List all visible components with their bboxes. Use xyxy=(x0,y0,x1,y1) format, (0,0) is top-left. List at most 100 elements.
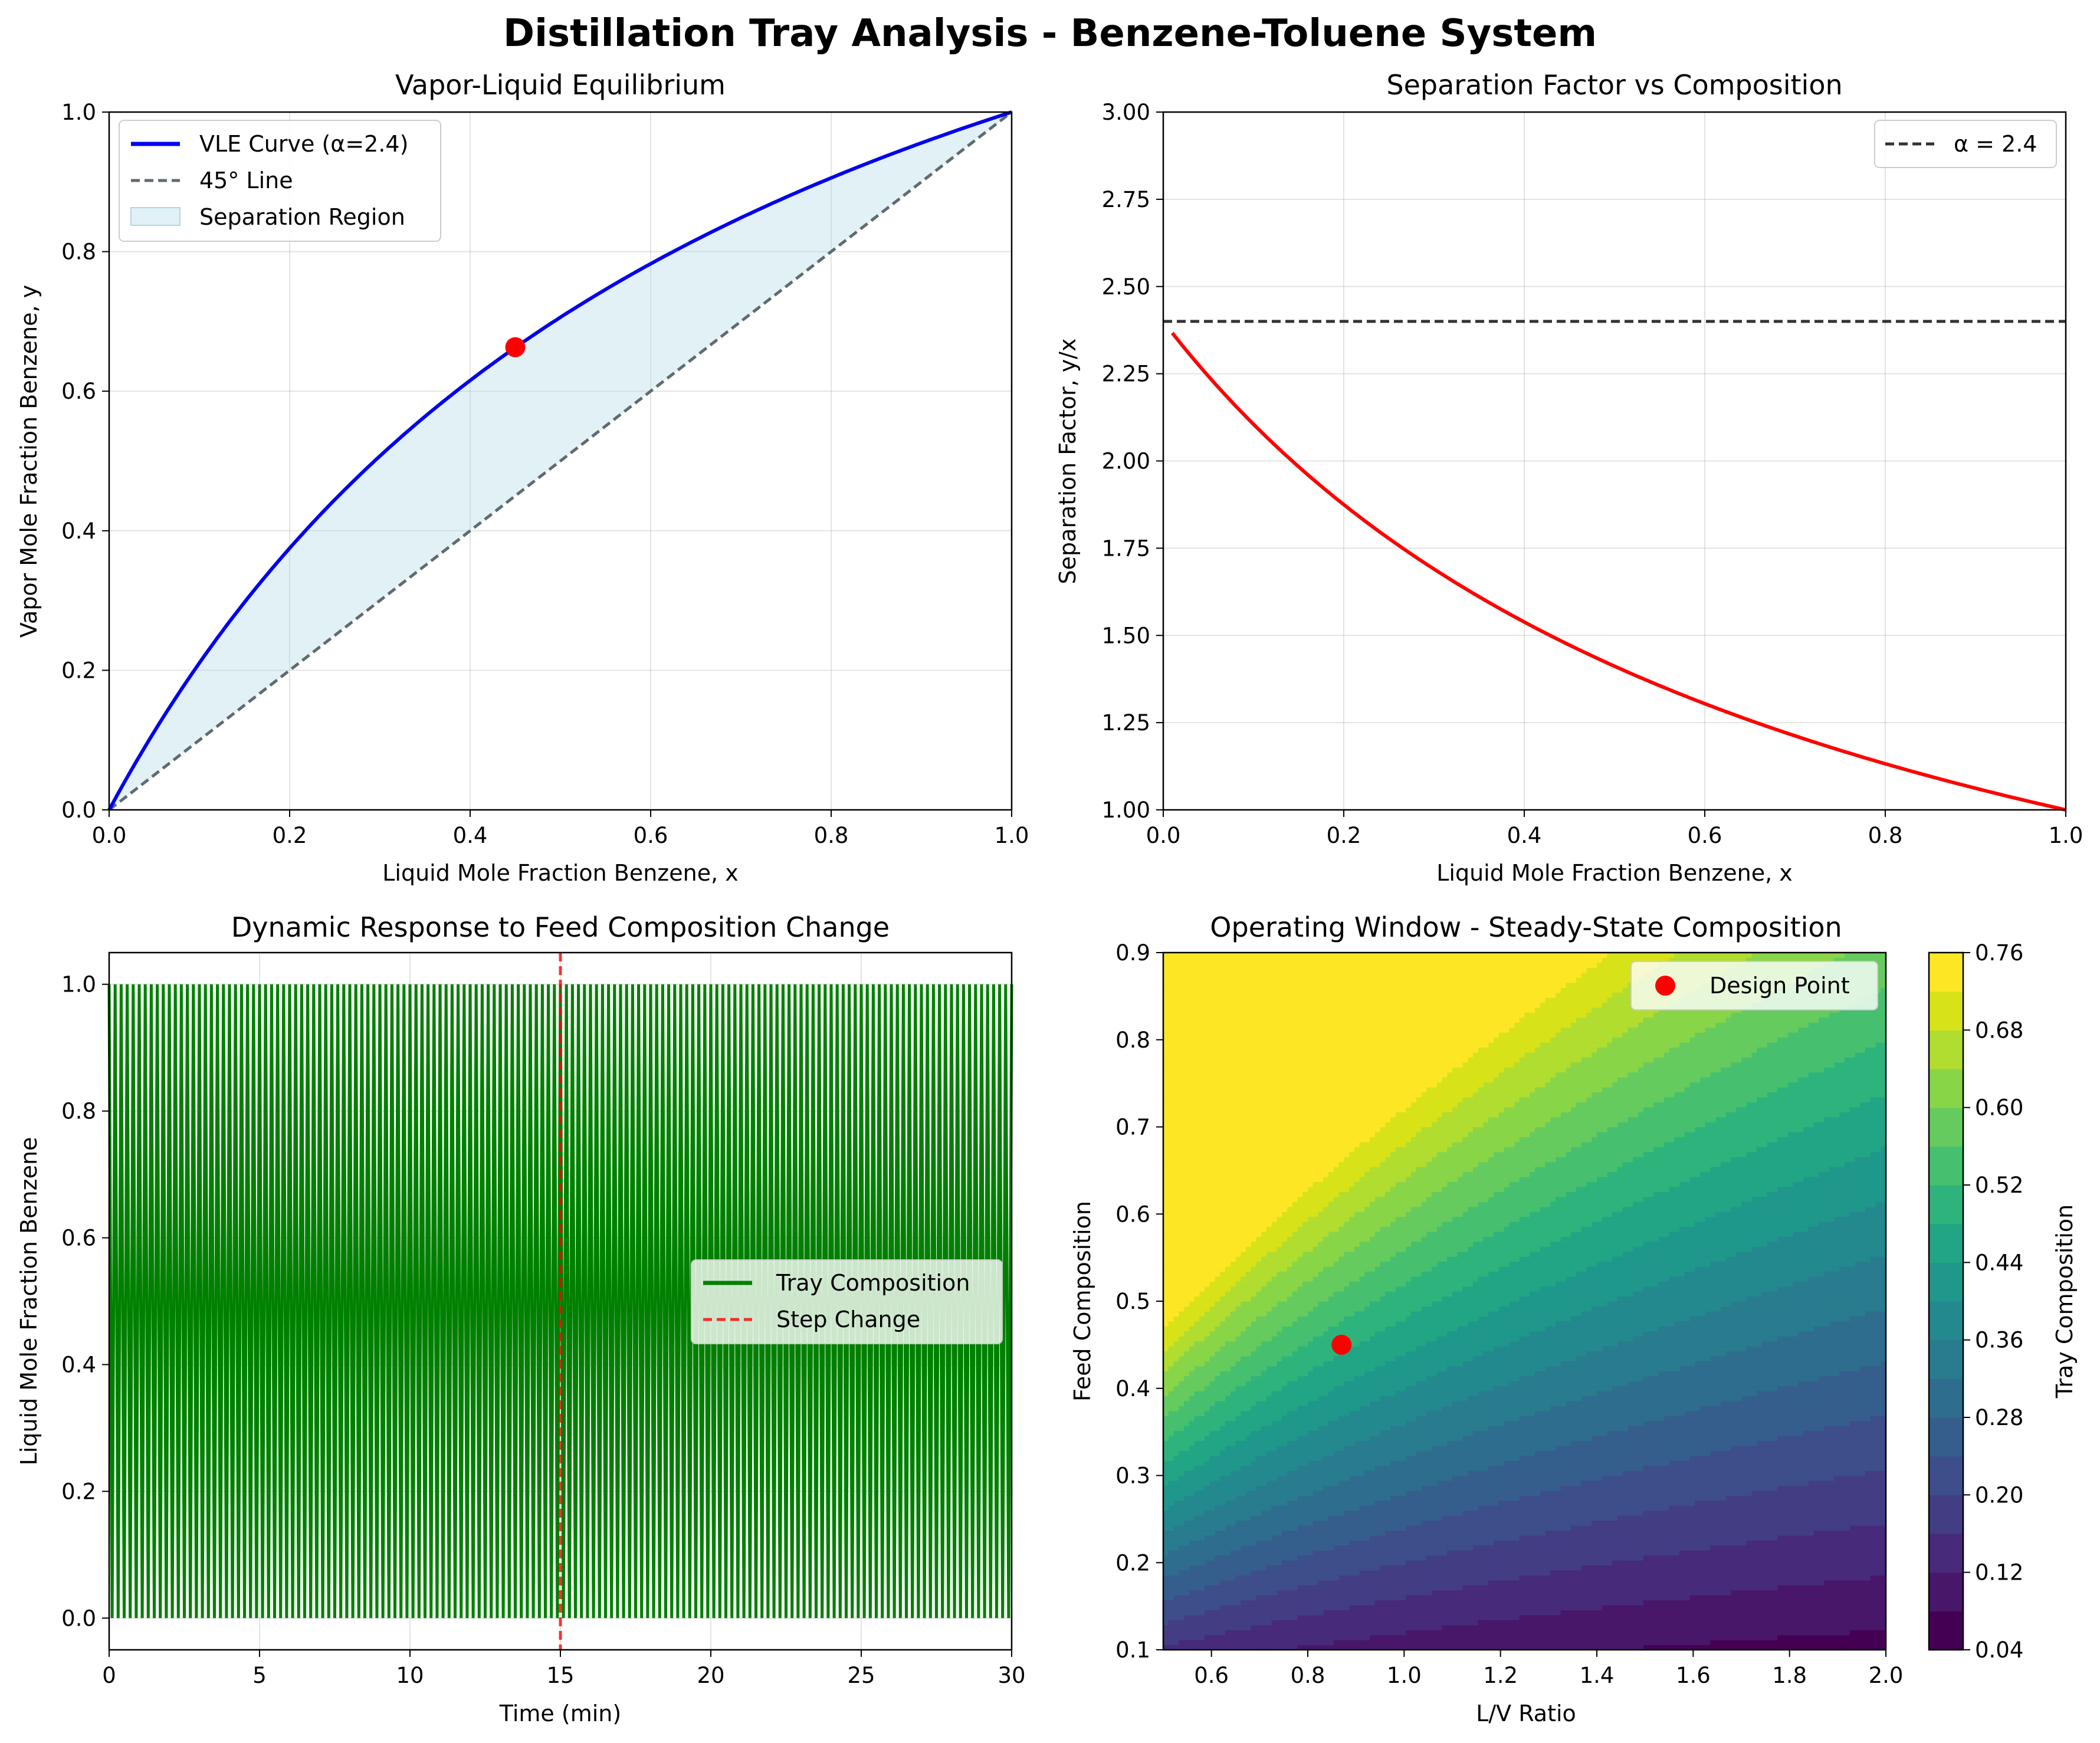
contour-cell xyxy=(1282,1390,1288,1397)
contour-cell xyxy=(1256,1261,1262,1267)
contour-cell xyxy=(1282,1147,1288,1153)
contour-cell xyxy=(1292,1600,1298,1606)
contour-cell xyxy=(1179,997,1184,1003)
contour-cell xyxy=(1323,1281,1329,1287)
contour-cell xyxy=(1246,1196,1252,1202)
contour-cell xyxy=(1271,1560,1278,1566)
contour-cell xyxy=(1323,1276,1329,1282)
contour-cell xyxy=(1220,1400,1226,1406)
contour-cell xyxy=(1287,1137,1293,1143)
contour-cell xyxy=(1333,1167,1340,1173)
contour-cell xyxy=(1297,1351,1303,1357)
contour-cell xyxy=(1215,1077,1220,1083)
contour-cell xyxy=(1318,1321,1324,1327)
contour-cell xyxy=(1209,972,1216,978)
contour-cell xyxy=(1256,1595,1262,1601)
contour-cell xyxy=(1318,1286,1324,1292)
contour-cell xyxy=(1266,1147,1272,1153)
contour-cell xyxy=(1199,1440,1205,1446)
contour-cell xyxy=(1194,1396,1200,1401)
contour-cell xyxy=(1328,1455,1334,1461)
contour-cell xyxy=(1168,1212,1174,1217)
contour-cell xyxy=(1338,1505,1344,1511)
contour-cell xyxy=(1225,1316,1231,1322)
contour-cell xyxy=(1241,1251,1246,1257)
contour-cell xyxy=(1241,1141,1246,1147)
contour-cell xyxy=(1297,1485,1303,1491)
contour-cell xyxy=(1328,1161,1334,1167)
contour-cell xyxy=(1163,1067,1169,1073)
contour-cell xyxy=(1302,1420,1308,1426)
contour-cell xyxy=(1246,1226,1252,1232)
contour-cell xyxy=(1282,1580,1288,1586)
contour-cell xyxy=(1308,1355,1314,1361)
contour-cell xyxy=(1220,1241,1226,1247)
contour-cell xyxy=(1189,1630,1195,1636)
contour-cell xyxy=(1271,982,1278,988)
contour-cell xyxy=(1292,982,1298,988)
contour-cell xyxy=(1225,1122,1231,1128)
contour-cell xyxy=(1241,1605,1246,1611)
contour-cell xyxy=(1225,1296,1231,1302)
contour-cell xyxy=(1194,1640,1200,1646)
contour-cell xyxy=(1168,1644,1174,1650)
contour-cell xyxy=(1235,1416,1241,1422)
contour-cell xyxy=(1168,1256,1174,1262)
contour-cell xyxy=(1173,1117,1179,1122)
contour-cell xyxy=(1277,1321,1282,1327)
contour-cell xyxy=(1308,1012,1314,1018)
contour-cell xyxy=(1277,1326,1282,1332)
contour-cell xyxy=(1308,1241,1314,1247)
contour-cell xyxy=(1241,1127,1246,1133)
contour-cell xyxy=(1318,1396,1324,1401)
contour-cell xyxy=(1225,1371,1231,1377)
contour-cell xyxy=(1215,1336,1220,1342)
contour-cell xyxy=(1333,1226,1340,1232)
contour-cell xyxy=(1282,1376,1288,1381)
contour-cell xyxy=(1230,997,1236,1003)
contour-cell xyxy=(1179,1316,1184,1322)
contour-cell xyxy=(1302,1236,1308,1242)
contour-cell xyxy=(1318,1202,1324,1207)
contour-cell xyxy=(1302,1311,1308,1317)
contour-cell xyxy=(1173,1336,1179,1342)
tick-label-y-vle: 0.0 xyxy=(61,797,96,823)
contour-cell xyxy=(1163,1371,1169,1377)
contour-cell xyxy=(1194,1550,1200,1556)
contour-cell xyxy=(1261,1246,1267,1252)
contour-cell xyxy=(1205,1052,1210,1058)
contour-cell xyxy=(1338,1495,1344,1501)
contour-cell xyxy=(1251,1386,1257,1391)
contour-cell xyxy=(1333,1381,1340,1387)
contour-cell xyxy=(1163,1276,1169,1282)
contour-cell xyxy=(1184,1027,1190,1033)
contour-cell xyxy=(1297,957,1303,963)
contour-cell xyxy=(1256,1565,1262,1571)
contour-cell xyxy=(1215,1167,1220,1173)
contour-cell xyxy=(1266,982,1272,988)
contour-cell xyxy=(1199,1216,1205,1222)
contour-cell xyxy=(1205,1037,1210,1043)
contour-cell xyxy=(1163,1012,1169,1018)
contour-cell xyxy=(1271,1420,1278,1426)
contour-cell xyxy=(1225,1410,1231,1416)
contour-cell xyxy=(1168,1131,1174,1137)
contour-cell xyxy=(1308,1545,1314,1551)
contour-cell xyxy=(1179,1565,1184,1571)
contour-cell xyxy=(1194,1530,1200,1536)
contour-cell xyxy=(1308,992,1314,998)
contour-cell xyxy=(1184,1381,1190,1387)
contour-cell xyxy=(1333,1107,1340,1112)
contour-cell xyxy=(1323,1500,1329,1506)
contour-cell xyxy=(1323,1390,1329,1397)
contour-cell xyxy=(1163,1585,1169,1591)
contour-cell xyxy=(1179,1430,1184,1436)
contour-cell xyxy=(1205,1246,1210,1252)
contour-cell xyxy=(1323,1465,1329,1471)
contour-cell xyxy=(1328,1510,1334,1516)
contour-cell xyxy=(1333,1321,1340,1327)
contour-cell xyxy=(1271,1341,1278,1347)
contour-cell xyxy=(1251,1585,1257,1591)
contour-cell xyxy=(1323,1386,1329,1391)
contour-cell xyxy=(1251,1381,1257,1387)
